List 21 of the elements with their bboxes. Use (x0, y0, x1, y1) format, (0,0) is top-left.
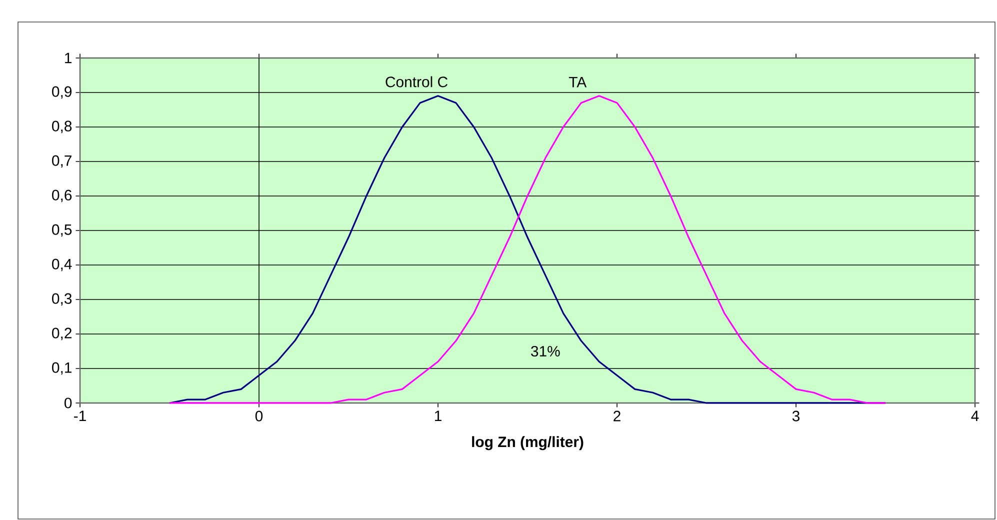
x-axis-title: log Zn (mg/liter) (472, 436, 584, 450)
series-label: Control C (386, 76, 448, 88)
y-tick-label: 0,6 (52, 190, 72, 202)
y-tick-label: 0,9 (52, 86, 72, 99)
x-tick-label: 4 (971, 410, 979, 422)
y-tick-label: 0,2 (52, 328, 72, 340)
annotation: 31% (531, 346, 560, 357)
y-tick-label: 0,5 (52, 224, 72, 237)
x-tick-label: 0 (255, 410, 263, 422)
y-tick-label: 0,7 (52, 155, 72, 168)
y-tick-label: 0,3 (52, 293, 72, 306)
y-tick-label: 0,1 (52, 362, 72, 375)
x-tick-label: 2 (614, 410, 620, 422)
series-label: TA (568, 76, 587, 88)
x-tick-label: -1 (74, 410, 86, 422)
x-tick-label: 1 (434, 410, 442, 422)
x-tick-label: 3 (792, 410, 800, 422)
y-tick-label: 0 (64, 398, 72, 408)
y-tick-label: 0,4 (52, 258, 72, 272)
y-tick-label: 0,8 (52, 120, 72, 134)
y-tick-label: 1 (65, 52, 72, 64)
